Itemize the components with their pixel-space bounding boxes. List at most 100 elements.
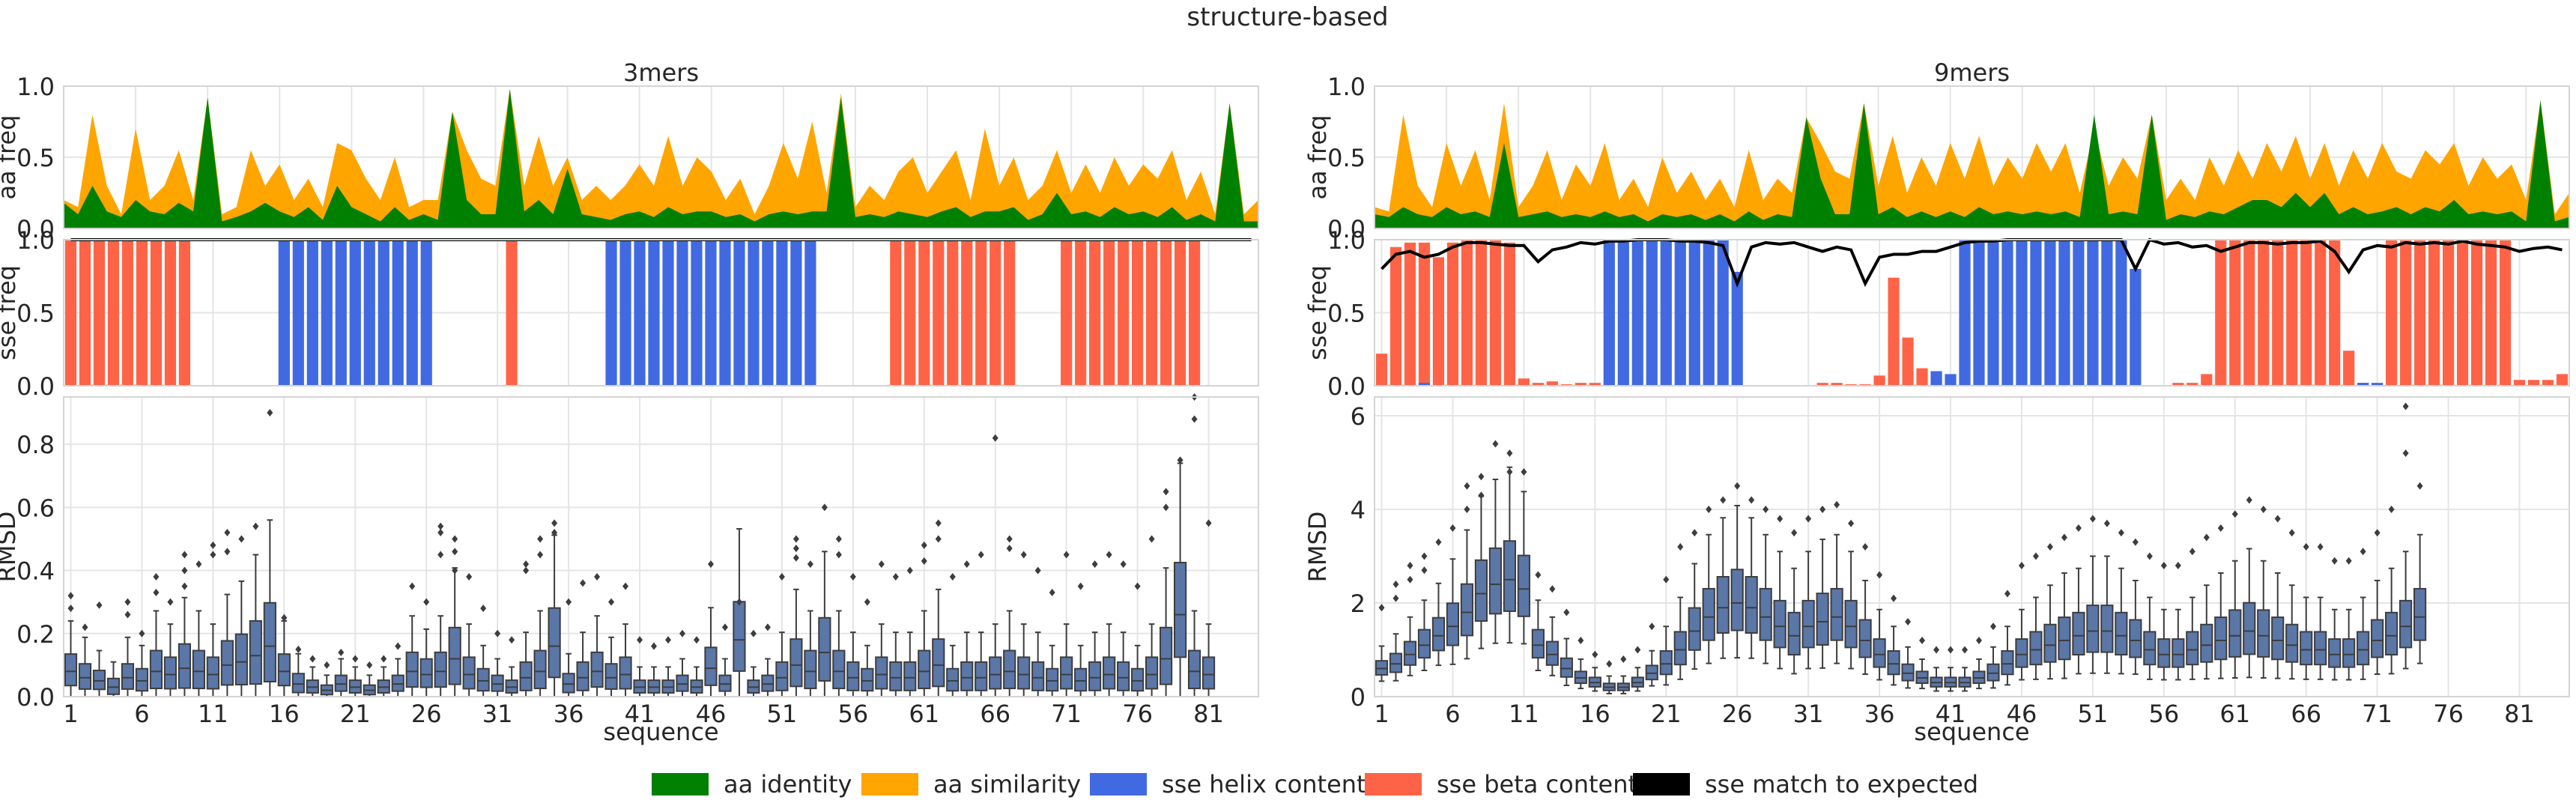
rmsd-outlier xyxy=(2032,552,2039,560)
rmsd-box-body xyxy=(2115,611,2128,656)
rmsd-box xyxy=(1887,594,1900,686)
rmsd-box xyxy=(918,541,931,697)
rmsd-outlier xyxy=(1748,496,1755,504)
sse-beta-bar xyxy=(150,240,163,386)
rmsd-box xyxy=(1403,562,1417,676)
rmsd-box-body xyxy=(1446,602,1460,646)
rmsd-axes-3mers: 0.00.20.40.60.81 6 11 16 21 26 31 36 41 46 51 56 61 6… xyxy=(0,393,1259,746)
rmsd-box xyxy=(1117,560,1130,697)
rmsd-box xyxy=(932,519,945,697)
rmsd-box-body xyxy=(562,673,575,694)
rmsd-box xyxy=(1801,515,1815,670)
sse-helix-bar xyxy=(1660,240,1672,386)
sse-beta-bar xyxy=(2400,240,2412,386)
rmsd-box-body xyxy=(960,661,974,691)
rmsd-box-body xyxy=(1787,611,1801,656)
sse-beta-bar xyxy=(506,240,518,386)
rmsd-box xyxy=(1431,538,1446,667)
sse-helix-bar xyxy=(1617,240,1629,386)
rmsd-xtick-label: 31 xyxy=(482,700,513,728)
legend-item: sse beta content xyxy=(1365,770,1637,799)
rmsd-outlier xyxy=(1691,529,1698,537)
rmsd-box xyxy=(1972,637,1986,690)
sse-beta-bar xyxy=(1461,240,1473,386)
rmsd-box xyxy=(377,655,390,697)
rmsd-outlier xyxy=(1049,589,1055,597)
sse-beta-bar xyxy=(990,240,1001,386)
sse-beta-bar xyxy=(178,240,190,386)
rmsd-xtick-label: 46 xyxy=(2007,700,2037,728)
rmsd-box-body xyxy=(576,661,590,691)
rmsd-xtick-label: 16 xyxy=(269,700,300,728)
legend-swatch xyxy=(1090,773,1147,796)
rmsd-outlier xyxy=(1120,560,1127,569)
rmsd-outlier xyxy=(1663,575,1670,584)
rmsd-box xyxy=(2271,515,2285,679)
rmsd-xlabel: sequence xyxy=(1914,718,2029,746)
rmsd-box-body xyxy=(818,616,831,682)
rmsd-box xyxy=(291,645,305,697)
sse-helix-bar xyxy=(335,240,347,386)
rmsd-box-body xyxy=(78,663,92,690)
aa-ytick-label: 1.0 xyxy=(16,73,55,101)
legend-label: aa similarity xyxy=(933,770,1081,799)
sse-beta-bar xyxy=(2329,240,2341,386)
sse-beta-bar xyxy=(1118,240,1130,386)
panel-title: 3mers xyxy=(623,58,699,87)
rmsd-box-body xyxy=(121,663,135,690)
rmsd-outlier xyxy=(2303,543,2309,551)
rmsd-box-body xyxy=(2300,631,2313,666)
rmsd-box xyxy=(405,582,419,697)
rmsd-box xyxy=(64,592,78,697)
rmsd-outlier xyxy=(849,573,856,581)
rmsd-outlier xyxy=(537,535,544,543)
rmsd-box xyxy=(2086,515,2100,674)
sse-beta-bar xyxy=(2215,240,2227,386)
rmsd-box xyxy=(718,623,732,697)
rmsd-box xyxy=(163,598,178,697)
rmsd-box-body xyxy=(1117,661,1130,691)
rmsd-box xyxy=(804,560,817,697)
rmsd-box xyxy=(121,598,135,697)
rmsd-box-body xyxy=(1103,656,1116,690)
rmsd-box xyxy=(505,636,518,697)
rmsd-outlier xyxy=(906,566,913,575)
rmsd-box-body xyxy=(1173,562,1187,658)
aa-identity-area xyxy=(64,88,1258,228)
rmsd-box xyxy=(704,560,718,697)
sse-ytick-label: 0.0 xyxy=(1327,372,1366,401)
legend-label: sse match to expected xyxy=(1705,770,1978,799)
rmsd-ylabel: RMSD xyxy=(0,512,21,583)
rmsd-outlier xyxy=(494,629,501,637)
rmsd-outlier xyxy=(67,592,74,600)
rmsd-outlier xyxy=(693,636,700,644)
rmsd-box xyxy=(2200,533,2213,680)
rmsd-box-body xyxy=(234,633,248,686)
sse-frame xyxy=(1374,239,2570,387)
sse-helix-bar xyxy=(748,240,760,386)
rmsd-outlier xyxy=(2046,543,2053,551)
rmsd-outlier xyxy=(736,598,742,606)
sse-helix-bar xyxy=(2101,240,2113,386)
sse-helix-bar xyxy=(705,240,717,386)
sse-beta-bar xyxy=(1589,383,1601,386)
rmsd-outlier xyxy=(2089,515,2096,523)
rmsd-box xyxy=(2300,543,2313,680)
rmsd-outlier xyxy=(2288,529,2295,537)
rmsd-box-body xyxy=(1545,640,1559,666)
rmsd-box xyxy=(2257,506,2270,679)
rmsd-outlier xyxy=(1962,646,1969,654)
aa-ytick-label: 0.5 xyxy=(16,144,55,172)
rmsd-outlier xyxy=(96,601,103,609)
rmsd-box-body xyxy=(1003,649,1016,690)
sse-helix-bar xyxy=(349,240,361,386)
rmsd-outlier xyxy=(196,560,202,569)
rmsd-xtick-label: 81 xyxy=(2504,700,2535,728)
rmsd-box-body xyxy=(918,649,931,690)
rmsd-box-body xyxy=(1830,587,1843,641)
sse-helix-bar xyxy=(1959,240,1971,386)
sse-helix-bar xyxy=(804,240,816,386)
rmsd-xtick-label: 51 xyxy=(767,700,798,728)
rmsd-outlier xyxy=(1421,566,1428,575)
rmsd-box-body xyxy=(2029,631,2043,666)
